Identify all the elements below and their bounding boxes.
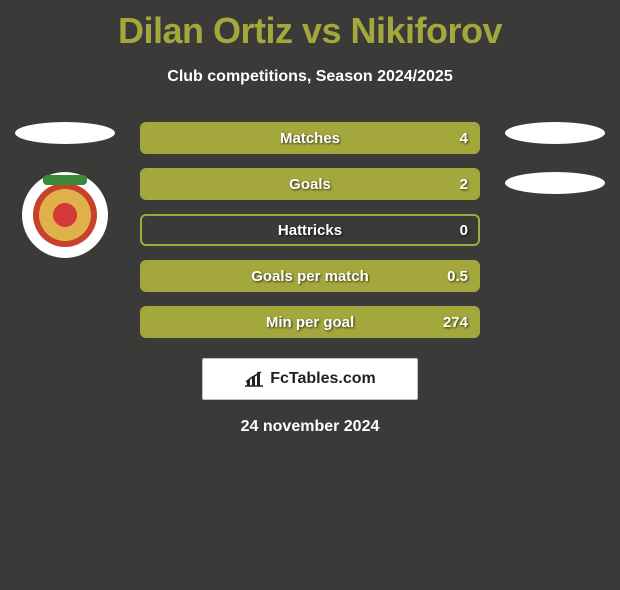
right-column (500, 122, 610, 194)
stat-bar-fill (142, 124, 478, 152)
player-ellipse-left (15, 122, 115, 144)
stat-bar-fill (142, 308, 478, 336)
bar-chart-icon (244, 371, 264, 387)
left-column (10, 122, 120, 258)
stat-bar: Matches4 (140, 122, 480, 154)
subtitle: Club competitions, Season 2024/2025 (0, 68, 620, 86)
brand-label: FcTables.com (270, 370, 376, 388)
stat-bar: Goals per match0.5 (140, 260, 480, 292)
stat-bar-label: Hattricks (142, 216, 478, 244)
comparison-body: Matches4 Goals2 Hattricks0 Goals per match0… (0, 122, 620, 338)
brand-box[interactable]: FcTables.com (202, 358, 418, 400)
club-badge-left (22, 172, 108, 258)
date-label: 24 november 2024 (0, 418, 620, 436)
player-ellipse-right-2 (505, 172, 605, 194)
stat-bar: Goals2 (140, 168, 480, 200)
stat-bar-value: 0 (460, 216, 468, 244)
stat-bar-fill (142, 170, 478, 198)
stat-bars: Matches4 Goals2 Hattricks0 Goals per match0… (140, 122, 480, 338)
stat-bar: Hattricks0 (140, 214, 480, 246)
page-title: Dilan Ortiz vs Nikiforov (0, 10, 620, 52)
club-badge-left-inner (33, 183, 97, 247)
player-ellipse-right (505, 122, 605, 144)
stat-bar: Min per goal274 (140, 306, 480, 338)
stat-bar-fill (142, 262, 478, 290)
